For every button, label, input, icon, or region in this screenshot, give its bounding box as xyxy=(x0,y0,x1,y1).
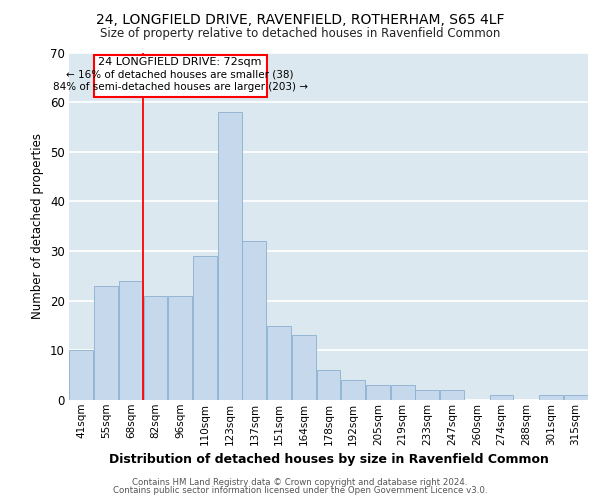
Bar xyxy=(317,370,340,400)
Text: Contains public sector information licensed under the Open Government Licence v3: Contains public sector information licen… xyxy=(113,486,487,495)
Bar xyxy=(341,380,365,400)
Bar xyxy=(490,395,514,400)
Bar xyxy=(440,390,464,400)
Bar xyxy=(391,385,415,400)
Text: ← 16% of detached houses are smaller (38): ← 16% of detached houses are smaller (38… xyxy=(67,70,294,80)
Text: Contains HM Land Registry data © Crown copyright and database right 2024.: Contains HM Land Registry data © Crown c… xyxy=(132,478,468,487)
X-axis label: Distribution of detached houses by size in Ravenfield Common: Distribution of detached houses by size … xyxy=(109,453,548,466)
Bar xyxy=(168,296,192,400)
Bar xyxy=(119,281,143,400)
Bar xyxy=(242,241,266,400)
Bar xyxy=(563,395,587,400)
Text: 84% of semi-detached houses are larger (203) →: 84% of semi-detached houses are larger (… xyxy=(53,82,308,92)
Bar xyxy=(143,296,167,400)
Text: Size of property relative to detached houses in Ravenfield Common: Size of property relative to detached ho… xyxy=(100,28,500,40)
Bar xyxy=(94,55,267,97)
Bar xyxy=(94,286,118,400)
Y-axis label: Number of detached properties: Number of detached properties xyxy=(31,133,44,320)
Text: 24 LONGFIELD DRIVE: 72sqm: 24 LONGFIELD DRIVE: 72sqm xyxy=(98,58,262,68)
Bar xyxy=(539,395,563,400)
Text: 24, LONGFIELD DRIVE, RAVENFIELD, ROTHERHAM, S65 4LF: 24, LONGFIELD DRIVE, RAVENFIELD, ROTHERH… xyxy=(96,12,504,26)
Bar xyxy=(218,112,242,400)
Bar xyxy=(292,336,316,400)
Bar xyxy=(415,390,439,400)
Bar xyxy=(267,326,291,400)
Bar xyxy=(70,350,94,400)
Bar xyxy=(366,385,390,400)
Bar xyxy=(193,256,217,400)
